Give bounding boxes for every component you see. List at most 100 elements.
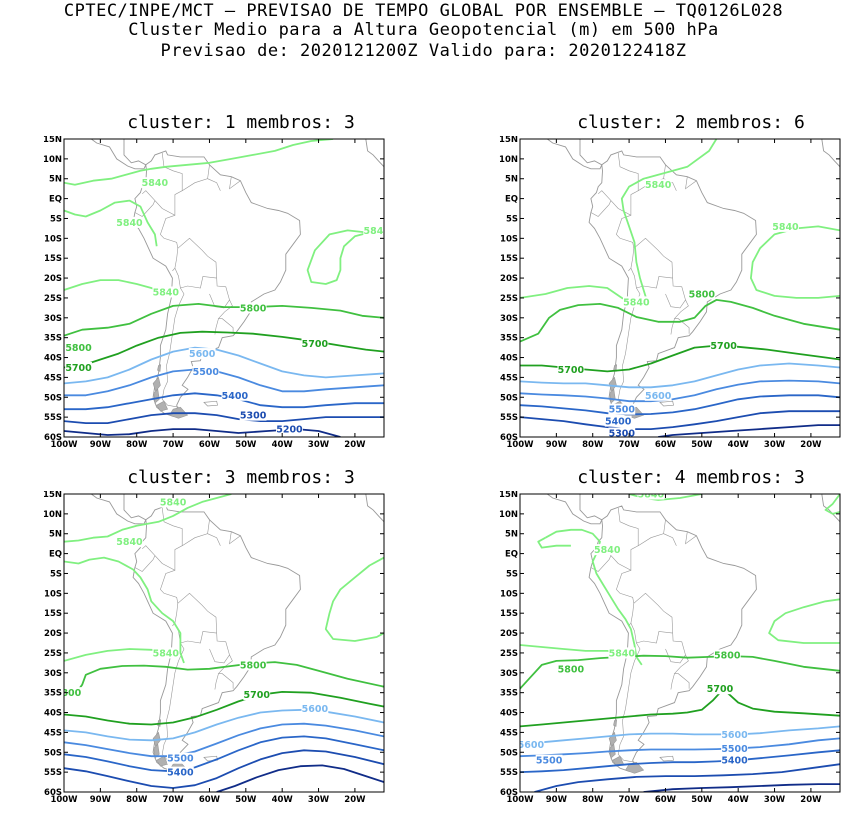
map-layer: 5840 5840 5840 5840 5800 800 5700 5600 5500 5400 bbox=[64, 494, 384, 792]
lat-tick-label: 50S bbox=[44, 393, 62, 403]
contour-label: 5840 bbox=[153, 287, 180, 298]
lat-tick-label: 15S bbox=[500, 254, 518, 264]
lat-tick-label: EQ bbox=[49, 550, 62, 560]
contour-label: 5700 bbox=[302, 339, 329, 350]
lat-tick-label: 45S bbox=[44, 373, 62, 383]
contour-label: 5600 bbox=[302, 704, 329, 715]
contour-label-bg bbox=[166, 766, 194, 778]
contour-label-bg bbox=[637, 494, 665, 500]
falkland-islands bbox=[659, 755, 674, 762]
lat-tick-label: 20S bbox=[44, 629, 62, 639]
panel-title: cluster: 2 membros: 6 bbox=[577, 112, 805, 133]
contour-label: 5500 bbox=[536, 756, 563, 767]
map-frame bbox=[63, 138, 385, 438]
lat-tick-label: 5S bbox=[50, 214, 62, 224]
map-frame bbox=[519, 493, 841, 793]
lon-tick-label: 30W bbox=[308, 795, 330, 805]
contour-line bbox=[824, 494, 840, 515]
lon-tick-label: 80W bbox=[126, 795, 148, 805]
lon-tick-label: 90W bbox=[90, 440, 112, 450]
contour-label: 5400 bbox=[605, 417, 632, 428]
contour-label: 5500 bbox=[721, 744, 748, 755]
lat-tick-label: 10N bbox=[43, 155, 62, 165]
lon-tick-label: 70W bbox=[162, 440, 184, 450]
country-border bbox=[670, 673, 675, 690]
contour-line bbox=[520, 749, 840, 773]
lat-tick-label: 5N bbox=[49, 175, 62, 185]
contour-label-bg bbox=[593, 544, 621, 556]
country-border bbox=[209, 633, 230, 664]
lon-tick-label: 40W bbox=[272, 440, 294, 450]
map-frame bbox=[519, 138, 841, 438]
lat-tick-label: 60S bbox=[44, 433, 62, 443]
coastline-south-america bbox=[588, 150, 757, 417]
contour-label-bg bbox=[535, 754, 563, 766]
contour-label: 5500 bbox=[193, 367, 220, 378]
falkland-islands bbox=[203, 400, 218, 407]
contour-label: 5600 bbox=[189, 349, 216, 360]
lat-tick-label: 5N bbox=[505, 530, 518, 540]
lat-tick-label: 15N bbox=[499, 136, 518, 145]
contour-label: 5400 bbox=[222, 391, 249, 402]
contour-label-bg bbox=[604, 415, 632, 427]
contour-label-bg bbox=[644, 179, 672, 191]
lat-tick-label: 15N bbox=[499, 491, 518, 500]
coastline-central-america bbox=[90, 494, 147, 525]
coastline-africa bbox=[365, 139, 384, 168]
contour-label-bg bbox=[688, 288, 716, 300]
lon-tick-label: 20W bbox=[800, 440, 822, 450]
island bbox=[156, 400, 169, 412]
country-border bbox=[685, 176, 697, 190]
contour-label-bg bbox=[116, 536, 143, 548]
contour-line bbox=[64, 691, 384, 726]
lat-tick-label: 60S bbox=[500, 433, 518, 443]
lat-tick-label: 40S bbox=[44, 354, 62, 364]
contour-line bbox=[545, 528, 643, 666]
lat-tick-label: 55S bbox=[500, 768, 518, 778]
country-border bbox=[142, 507, 183, 571]
contour-label: 5200 bbox=[276, 425, 303, 436]
contour-label-bg bbox=[608, 427, 636, 437]
country-border bbox=[663, 533, 677, 546]
contour-label: 5840 bbox=[623, 297, 650, 308]
country-border bbox=[617, 642, 641, 763]
lat-tick-label: 20S bbox=[44, 274, 62, 284]
map-svg: 5840584058405840580058005700560056005500… bbox=[499, 490, 841, 805]
contour-label-bg bbox=[243, 689, 271, 701]
contour-line bbox=[64, 330, 384, 369]
contour-label-bg bbox=[192, 365, 220, 377]
lat-tick-label: 5S bbox=[50, 569, 62, 579]
contour-label: 5400 bbox=[167, 768, 194, 779]
falkland-islands bbox=[203, 755, 218, 762]
lon-tick-label: 20W bbox=[800, 795, 822, 805]
lon-tick-label: 30W bbox=[764, 440, 786, 450]
contour-label: 5600 bbox=[645, 391, 672, 402]
contour-label: 5700 bbox=[558, 365, 585, 376]
contour-label: 5700 bbox=[710, 341, 737, 352]
contour-line bbox=[520, 394, 840, 416]
contour-line bbox=[750, 225, 840, 299]
lat-tick-label: 45S bbox=[500, 373, 518, 383]
lat-tick-label: 50S bbox=[44, 748, 62, 758]
contour-label-bg bbox=[301, 338, 329, 350]
map-layer: 5840584058405840580058005700560056005500… bbox=[518, 494, 840, 792]
contour-label: 5840 bbox=[153, 648, 180, 659]
lon-tick-label: 50W bbox=[691, 795, 713, 805]
island bbox=[156, 755, 169, 767]
country-border bbox=[673, 654, 690, 689]
lon-tick-label: 50W bbox=[691, 440, 713, 450]
coastline-south-america bbox=[588, 505, 757, 772]
country-border bbox=[134, 555, 156, 572]
contour-label: 5800 bbox=[240, 303, 267, 314]
contour-label-bg bbox=[276, 423, 303, 435]
lat-tick-label: 45S bbox=[500, 728, 518, 738]
contour-line bbox=[64, 708, 384, 742]
lat-tick-label: 30S bbox=[44, 314, 62, 324]
lon-tick-label: 40W bbox=[272, 795, 294, 805]
lat-tick-label: 30S bbox=[500, 314, 518, 324]
contour-label: 5840 bbox=[645, 180, 672, 191]
contour-label: 5600 bbox=[518, 740, 545, 751]
country-border bbox=[182, 519, 210, 546]
contour-line bbox=[620, 139, 718, 303]
